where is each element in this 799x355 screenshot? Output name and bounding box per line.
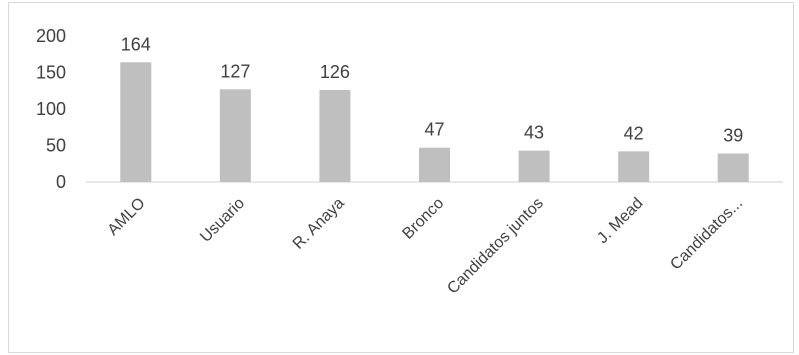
y-axis-ticks: 0 50 100 150 200: [36, 26, 66, 192]
bar-value-label: 126: [320, 62, 350, 82]
bar-value-label: 42: [624, 123, 644, 143]
x-category-label: Bronco: [399, 195, 447, 243]
bar: [219, 89, 251, 182]
data-labels-group: 164 127 126 47 43 42 39: [121, 34, 743, 145]
bar-value-label: 47: [424, 120, 444, 140]
y-tick-label: 150: [36, 63, 66, 83]
bars-group: [120, 62, 749, 182]
x-category-label: Candidatos...: [667, 195, 746, 274]
bar: [717, 153, 749, 182]
bar-value-label: 39: [723, 126, 743, 146]
x-category-label: J. Mead: [594, 195, 646, 247]
y-tick-label: 100: [36, 99, 66, 119]
bar: [120, 62, 152, 182]
x-category-label: AMLO: [105, 195, 149, 239]
y-tick-label: 50: [46, 136, 66, 156]
bar: [319, 90, 351, 182]
bar-value-label: 164: [121, 34, 151, 54]
bar-value-label: 43: [524, 123, 544, 143]
bar: [419, 147, 450, 182]
x-category-label: R. Anaya: [290, 195, 348, 253]
bar-value-label: 127: [220, 61, 250, 81]
y-tick-label: 0: [56, 172, 66, 192]
bar: [618, 151, 650, 182]
y-tick-label: 200: [36, 26, 66, 46]
x-category-label: Usuario: [197, 195, 248, 246]
x-category-label: Candidatos juntos: [444, 195, 547, 298]
bar: [518, 150, 550, 182]
